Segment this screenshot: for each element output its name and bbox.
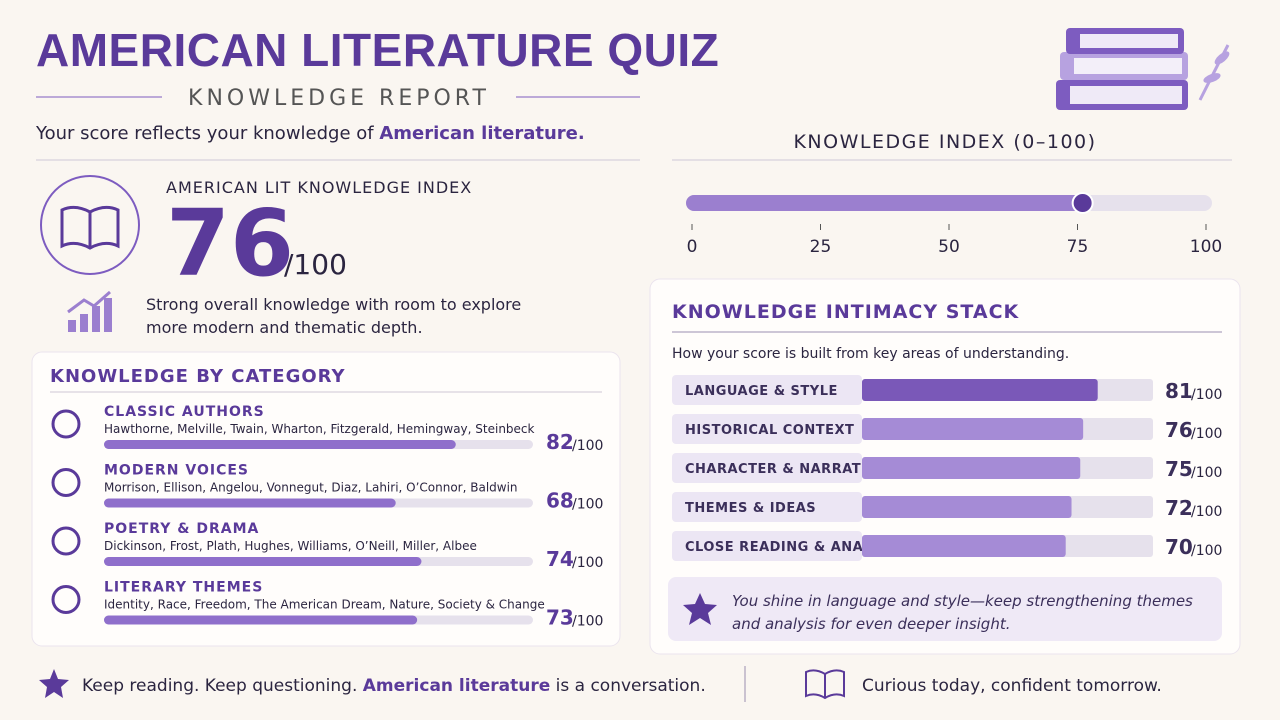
stack-name: CHARACTER & NARRATIVE [685,462,886,477]
category-bar [104,557,422,566]
stack-score: 72 [1165,496,1193,520]
gauge-marker [1071,192,1094,214]
title: AMERICAN LITERATURE QUIZ [36,24,719,76]
stack-name: LANGUAGE & STYLE [685,384,838,399]
gauge-tick-label: 0 [687,237,698,257]
gauge-tick-label: 100 [1190,237,1222,257]
stack-note: You shine in language and style—keep str… [732,592,1193,610]
stack-max: /100 [1191,426,1222,442]
category-score: 73 [546,606,574,630]
stack-max: /100 [1191,465,1222,481]
category-icon [51,409,81,439]
stack-title: KNOWLEDGE INTIMACY STACK [672,301,1020,323]
gauge-tick-label: 25 [810,237,832,257]
category-icon [51,468,81,497]
category-icon [51,526,81,556]
intro-text: Your score reflects your knowledge of [35,123,379,144]
stack-bar [862,379,1098,401]
category-authors: Morrison, Ellison, Angelou, Vonnegut, Di… [104,481,518,495]
category-max: /100 [572,497,603,513]
index-score: 76 [166,190,294,297]
stack-bar [862,496,1072,518]
stack-score: 81 [1165,379,1193,403]
category-authors: Dickinson, Frost, Plath, Hughes, William… [104,539,477,553]
intro: Your score reflects your knowledge of Am… [35,123,585,144]
category-title: KNOWLEDGE BY CATEGORY [50,366,346,387]
stack-score: 76 [1165,418,1193,442]
gauge-fill [686,195,1083,211]
category-bar [104,440,456,449]
gauge-tick-label: 50 [938,237,960,257]
stack-max: /100 [1191,543,1222,559]
gauge-title: KNOWLEDGE INDEX (0–100) [793,131,1096,153]
stack-name: CLOSE READING & ANALYSIS [685,540,905,555]
stack-label-box [672,414,862,444]
subtitle: KNOWLEDGE REPORT [188,86,490,111]
stack-score: 70 [1165,535,1193,559]
index-description: more modern and thematic depth. [146,318,423,337]
category-authors: Hawthorne, Melville, Twain, Wharton, Fit… [104,422,535,436]
stack-bar [862,418,1084,440]
footer-text: Keep reading. Keep questioning. [82,676,363,696]
category-name: LITERARY THEMES [104,580,263,596]
footer-right: Curious today, confident tomorrow. [862,676,1162,696]
footer-left: Keep reading. Keep questioning. American… [82,676,706,696]
stack-note: and analysis for even deeper insight. [732,615,1011,633]
intro-highlight: American literature. [379,123,584,144]
star-icon [683,593,717,625]
category-authors: Identity, Race, Freedom, The American Dr… [104,598,545,612]
category-name: POETRY & DRAMA [104,521,259,537]
stack-max: /100 [1191,504,1222,520]
index-label: AMERICAN LIT KNOWLEDGE INDEX [166,178,472,197]
star-icon [39,669,69,698]
stack-name: HISTORICAL CONTEXT [685,423,854,438]
stack-label-box [672,531,862,561]
footer-text: is a conversation. [550,676,705,696]
category-max: /100 [572,438,603,454]
books-icon [1056,28,1230,110]
stack-label-box [672,492,862,522]
stack-max: /100 [1191,387,1222,403]
gauge-tick-label: 75 [1067,237,1089,257]
index-max: /100 [284,248,347,281]
category-max: /100 [572,555,603,571]
category-name: MODERN VOICES [104,463,249,479]
category-score: 82 [546,430,574,454]
stack-bar [862,457,1081,479]
stack-label-box [672,375,862,405]
category-name: CLASSIC AUTHORS [104,404,265,420]
book-icon-ring [40,175,140,275]
category-score: 68 [546,489,574,513]
note-box [668,577,1222,641]
stack-subtitle: How your score is built from key areas o… [672,346,1069,362]
category-bar [104,498,396,508]
stack-bar [862,535,1066,557]
book-icon [805,669,845,700]
footer-highlight: American literature [363,676,551,696]
category-bar [104,615,418,625]
growth-icon [67,290,112,332]
stack-name: THEMES & IDEAS [685,501,816,516]
category-icon [51,585,81,614]
stack-label-box [672,453,862,483]
index-description: Strong overall knowledge with room to ex… [146,295,521,314]
category-score: 74 [546,547,574,571]
book-icon [60,205,120,250]
stack-score: 75 [1165,457,1193,481]
category-max: /100 [572,614,603,630]
